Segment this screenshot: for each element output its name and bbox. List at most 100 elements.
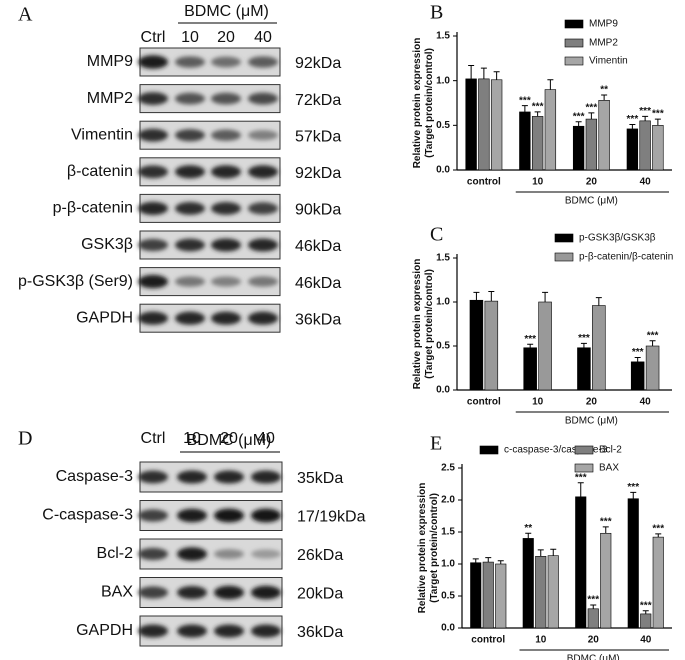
y-tick-label: 0.5 [436,120,450,131]
bar [484,300,499,391]
blot-band [248,130,278,141]
bar [640,613,652,629]
blot-band [138,274,168,289]
error-bar [468,64,475,79]
y-tick-label: 1.5 [436,253,450,264]
bar [645,345,660,391]
y-tick-label: 1.0 [436,75,450,86]
x-tick-label: 10 [535,635,547,646]
bar [600,532,612,629]
bar [587,608,599,629]
lane-label: 20 [217,29,235,46]
protein-label: MMP9 [87,53,133,70]
blot-band [175,92,205,105]
protein-label: GSK3β [81,236,133,253]
bar [544,89,557,171]
y-tick-label: 1.0 [436,297,450,308]
error-bar [480,67,487,79]
error-bar [602,526,609,534]
error-bar [655,533,662,538]
error-bar [472,558,479,563]
blot-band [175,276,205,287]
significance: *** [652,109,664,120]
blot-band [175,238,205,252]
significance: *** [532,102,544,113]
blot-band [251,585,281,600]
error-bar [634,356,641,362]
x-tick-label: 40 [640,397,652,408]
blot-band [251,470,281,484]
blot-band [138,201,168,215]
blot-band [138,586,168,599]
group-label: BDMC (μM) [184,3,269,20]
blot-band [211,165,241,179]
blot-band [214,508,244,523]
bar [627,498,639,629]
lane-label: 10 [183,430,201,447]
blot-band [138,55,168,69]
size-label: 72kDa [295,92,341,109]
y-tick-label: 2.5 [441,463,455,474]
error-bar [473,291,480,301]
error-bar [497,560,504,564]
significance: ** [524,523,532,534]
error-bar [542,291,549,302]
blot-band [175,311,205,325]
blot-band [177,470,207,484]
error-bar [649,340,656,346]
bar [547,555,559,629]
significance: *** [600,517,612,528]
x-axis-label: BDMC (μM) [565,416,618,427]
significance: *** [524,334,536,345]
error-bar [601,94,608,101]
legend-label: BAX [599,463,619,474]
blot-band [211,238,241,252]
error-bar [534,111,541,117]
error-bar [642,610,649,614]
size-label: 46kDa [295,238,341,255]
blot-band [138,92,168,105]
legend-swatch [564,19,584,29]
size-label: 17/19kDa [297,509,366,526]
error-bar [642,115,649,121]
blot-band [175,202,205,215]
lane-label: 10 [181,29,199,46]
significance: *** [573,111,585,122]
blot-band [248,92,278,105]
protein-label: GAPDH [76,309,133,326]
y-tick-label: 0.0 [436,165,450,176]
x-axis-label: BDMC (μM) [565,196,618,207]
protein-label: Vimentin [71,126,133,143]
blot-band [248,202,278,215]
y-axis-label-line: Relative protein expression [412,259,423,390]
size-label: 26kDa [297,547,343,564]
x-tick-label: 40 [640,635,652,646]
x-tick-label: 20 [586,397,598,408]
error-bar [493,71,500,80]
blot-band [214,585,244,600]
lane-label: 20 [220,430,238,447]
blot-band [211,311,241,325]
lane-label: 40 [254,29,272,46]
y-tick-label: 0.0 [436,385,450,396]
blot-band [211,202,241,215]
legend-swatch [554,252,574,262]
protein-label: Caspase-3 [56,468,133,485]
protein-label: GAPDH [76,622,133,639]
bar [630,361,645,391]
bar [482,561,494,629]
blot-band [251,624,281,638]
bar [490,79,503,171]
x-tick-label: 10 [532,177,544,188]
bar [465,78,477,171]
error-bar [577,482,584,497]
x-tick-label: 40 [640,177,652,188]
blot-band [251,549,281,559]
y-axis-label-line: (Target protein/control) [424,48,435,158]
blot-band [177,624,207,638]
error-bar [485,557,492,563]
legend-label: c-caspase-3/caspase-3 [504,445,608,456]
legend-label: MMP2 [589,38,618,49]
bar [531,116,544,171]
error-bar [629,123,636,129]
